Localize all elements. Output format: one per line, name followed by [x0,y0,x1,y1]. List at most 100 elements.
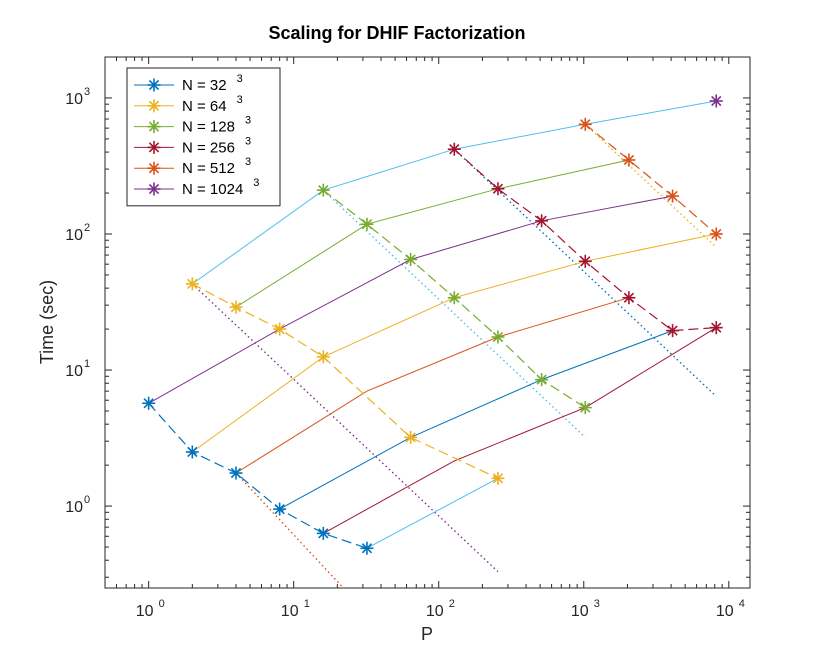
y-tick-exponent: 0 [84,494,90,506]
legend-superscript: 3 [237,73,243,85]
star-marker [185,445,199,459]
star-marker [147,78,161,92]
star-marker [404,430,418,444]
star-marker [447,291,461,305]
y-tick-label: 10 [65,91,83,108]
star-marker [622,153,636,167]
legend-superscript: 3 [245,156,251,168]
star-stroke [711,95,722,107]
ideal-scaling-line [584,123,717,248]
x-tick-exponent: 4 [739,598,745,610]
star-stroke [405,432,416,443]
star-marker [360,541,374,555]
star-marker [666,324,680,338]
star-marker [185,277,199,291]
star-stroke [318,528,329,539]
legend-label: N = 32 [182,77,227,94]
star-marker [578,117,592,131]
chart-title: Scaling for DHIF Factorization [268,23,525,43]
legend-superscript: 3 [245,115,251,127]
ideal-scaling-line [453,148,717,397]
star-stroke [148,100,160,111]
star-stroke [405,254,416,265]
star-marker [709,227,723,241]
star-stroke [148,142,160,153]
x-tick-label: 10 [426,603,444,620]
star-stroke [143,398,154,409]
star-marker [709,321,723,335]
series-512 [578,117,723,241]
star-stroke [580,119,591,130]
ideal-scaling-line [322,189,586,438]
y-axis-label: Time (sec) [37,280,57,364]
x-tick-label: 10 [281,603,299,620]
star-marker [273,502,287,516]
star-stroke [187,278,198,290]
series-256 [447,142,723,338]
star-stroke [449,292,460,303]
legend-entry: N = 128 3 [134,115,251,136]
star-stroke [148,79,160,91]
star-marker [622,291,636,305]
star-stroke [148,183,160,195]
star-stroke [361,219,373,230]
star-stroke [623,154,635,166]
star-marker [360,217,374,231]
star-marker [709,94,723,108]
series-128 [316,183,592,415]
star-marker [229,466,243,480]
ideal-scaling-line [235,472,344,589]
star-stroke [492,473,504,484]
star-stroke [667,325,678,336]
star-marker [578,401,592,415]
legend-label: N = 256 [182,139,235,156]
star-marker [142,396,156,410]
y-tick-label: 10 [65,227,83,244]
x-tick-exponent: 1 [304,598,310,610]
legend-entry: N = 512 3 [134,156,251,177]
star-stroke [623,292,635,303]
series-line [584,123,717,235]
legend-label: N = 512 [182,160,235,177]
star-marker [147,140,161,154]
star-stroke [580,402,591,413]
star-stroke [274,503,285,515]
star-marker [147,99,161,113]
legend-superscript: 3 [253,177,259,189]
series-lines [142,94,723,555]
star-marker [147,120,161,134]
weak-scaling-line [235,159,630,308]
star-marker [229,300,243,314]
legend-entry: N = 256 3 [134,135,251,156]
weak-scaling-line [235,297,630,474]
star-stroke [536,374,547,385]
weak-scaling-line [279,330,673,510]
legend-entry: N = 64 3 [134,94,243,115]
ideal-lines [191,123,717,589]
star-marker [404,252,418,266]
star-marker [447,142,461,156]
series-1024 [709,94,723,108]
series-64 [185,277,505,485]
star-marker [535,214,549,228]
x-axis-label: P [421,624,433,644]
series-line [192,283,499,479]
star-marker [491,182,505,196]
y-tick-label: 10 [65,363,83,380]
star-marker [273,322,287,336]
star-marker [316,526,330,540]
legend-entry: N = 1024 3 [134,177,259,198]
star-marker [491,471,505,485]
x-tick-label: 10 [716,603,734,620]
star-stroke [580,256,591,267]
x-tick-exponent: 3 [594,598,600,610]
y-tick-exponent: 2 [84,222,90,234]
star-stroke [492,331,504,343]
star-marker [535,373,549,387]
x-tick-exponent: 2 [449,598,455,610]
ticks: 10 0 10 1 10 2 10 3 10 410 010 110 210 3 [65,56,750,620]
y-tick-exponent: 1 [84,358,90,370]
star-marker [147,182,161,196]
star-stroke [361,543,373,554]
star-stroke [711,322,722,333]
